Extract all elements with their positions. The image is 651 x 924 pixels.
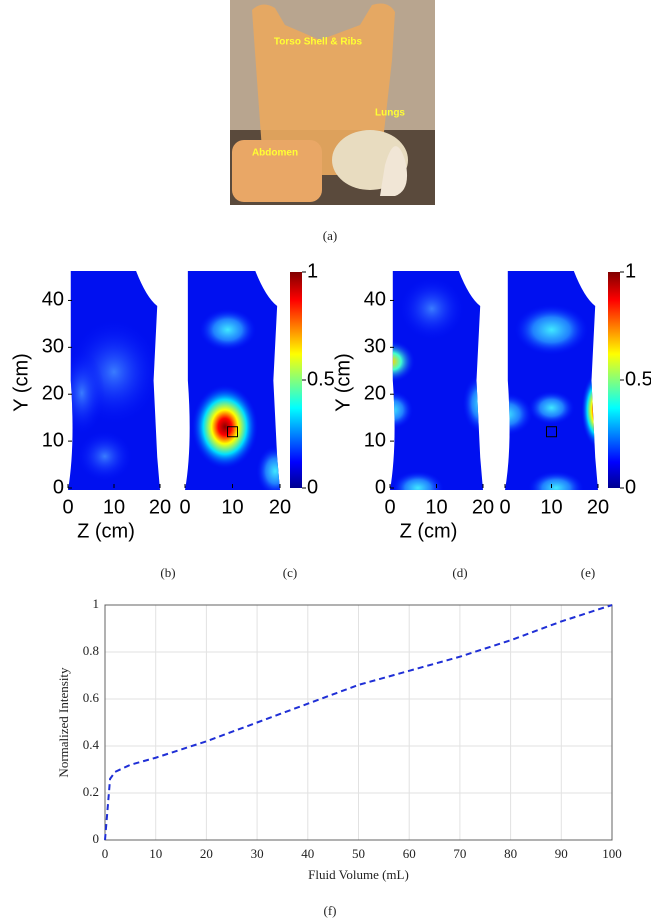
y-tick-label: 0.4: [83, 737, 100, 752]
y-tick-label: 20: [364, 383, 386, 405]
y-tick-label: 0: [375, 476, 386, 498]
y-tick-label: 0.6: [83, 690, 100, 705]
x-tick-label: 0: [62, 496, 73, 518]
y-tick-label: 10: [42, 429, 64, 451]
heat-field: [390, 271, 483, 490]
photo-label: Torso Shell & Ribs: [274, 37, 363, 48]
x-tick-label: 0: [499, 496, 510, 518]
x-tick-label: 20: [587, 496, 609, 518]
colorbar-tick-label: 0: [307, 476, 318, 498]
x-tick-label: 10: [149, 846, 162, 861]
x-axis-label: Z (cm): [77, 520, 135, 542]
plot-frame: [104, 604, 613, 841]
y-tick-label: 30: [364, 336, 386, 358]
x-axis-label: Fluid Volume (mL): [308, 867, 409, 882]
x-tick-label: 0: [102, 846, 109, 861]
caption: (d): [452, 565, 467, 580]
marker-square: [546, 426, 557, 438]
x-tick-label: 0: [384, 496, 395, 518]
hot-spot: [528, 390, 575, 425]
colorbar-tick-label: 0: [625, 476, 636, 498]
x-tick-label: 20: [200, 846, 213, 861]
x-tick-label: 90: [555, 846, 568, 861]
y-axis-label: Y (cm): [10, 353, 32, 412]
x-tick-label: 70: [453, 846, 466, 861]
y-tick-label: 0: [93, 831, 100, 846]
field-bg: [505, 271, 598, 490]
x-tick-label: 40: [301, 846, 314, 861]
caption: (f): [324, 903, 337, 918]
colorbar: [290, 272, 302, 488]
hot-spot: [77, 431, 133, 482]
x-tick-label: 10: [540, 496, 562, 518]
heat-field: [505, 271, 598, 490]
x-tick-label: 60: [403, 846, 416, 861]
y-axis-label: Normalized Intensity: [56, 667, 71, 778]
caption: (b): [160, 565, 175, 580]
x-tick-label: 30: [251, 846, 264, 861]
colorbar-tick-label: 1: [625, 260, 636, 282]
photo-label: Lungs: [375, 108, 405, 119]
x-tick-label: 20: [472, 496, 494, 518]
marker-square: [227, 426, 238, 438]
photo-label: Abdomen: [252, 148, 298, 159]
y-tick-label: 30: [42, 336, 64, 358]
hot-spot: [199, 308, 257, 351]
y-tick-label: 10: [364, 429, 386, 451]
caption: (a): [323, 228, 337, 243]
x-axis-label: Z (cm): [400, 520, 458, 542]
data-line: [104, 604, 613, 841]
hot-spot: [391, 471, 444, 490]
x-tick-label: 10: [103, 496, 125, 518]
y-tick-label: 0: [53, 476, 64, 498]
heat-field: [185, 271, 280, 490]
y-tick-label: 1: [93, 596, 100, 611]
y-tick-label: 0.8: [83, 643, 99, 658]
hot-spot: [505, 393, 533, 436]
y-tick-label: 40: [364, 289, 386, 311]
x-tick-label: 10: [425, 496, 447, 518]
x-tick-label: 50: [352, 846, 365, 861]
y-axis-label: Y (cm): [332, 353, 354, 412]
hot-spot: [256, 445, 280, 490]
caption: (c): [283, 565, 297, 580]
y-tick-label: 20: [42, 383, 64, 405]
x-tick-label: 10: [221, 496, 243, 518]
hot-spot: [191, 384, 259, 470]
colorbar-tick-label: 0.5: [625, 368, 651, 390]
hot-spot: [581, 371, 598, 448]
photo: Torso Shell & Ribs Lungs Abdomen: [230, 0, 435, 205]
hot-spot: [528, 471, 585, 490]
hot-spot: [68, 350, 105, 436]
x-tick-label: 0: [179, 496, 190, 518]
colorbar-tick-label: 1: [307, 260, 318, 282]
hot-spot: [399, 277, 465, 341]
heat-field: [68, 271, 160, 490]
colorbar-tick-label: 0.5: [307, 368, 335, 390]
hot-spot: [514, 304, 589, 356]
x-tick-label: 20: [269, 496, 291, 518]
x-tick-label: 80: [504, 846, 517, 861]
caption: (e): [581, 565, 595, 580]
hot-spot: [462, 374, 483, 434]
y-tick-label: 40: [42, 289, 64, 311]
x-tick-label: 100: [602, 846, 622, 861]
x-tick-label: 20: [149, 496, 171, 518]
y-tick-label: 0.2: [83, 784, 99, 799]
colorbar: [608, 272, 620, 488]
